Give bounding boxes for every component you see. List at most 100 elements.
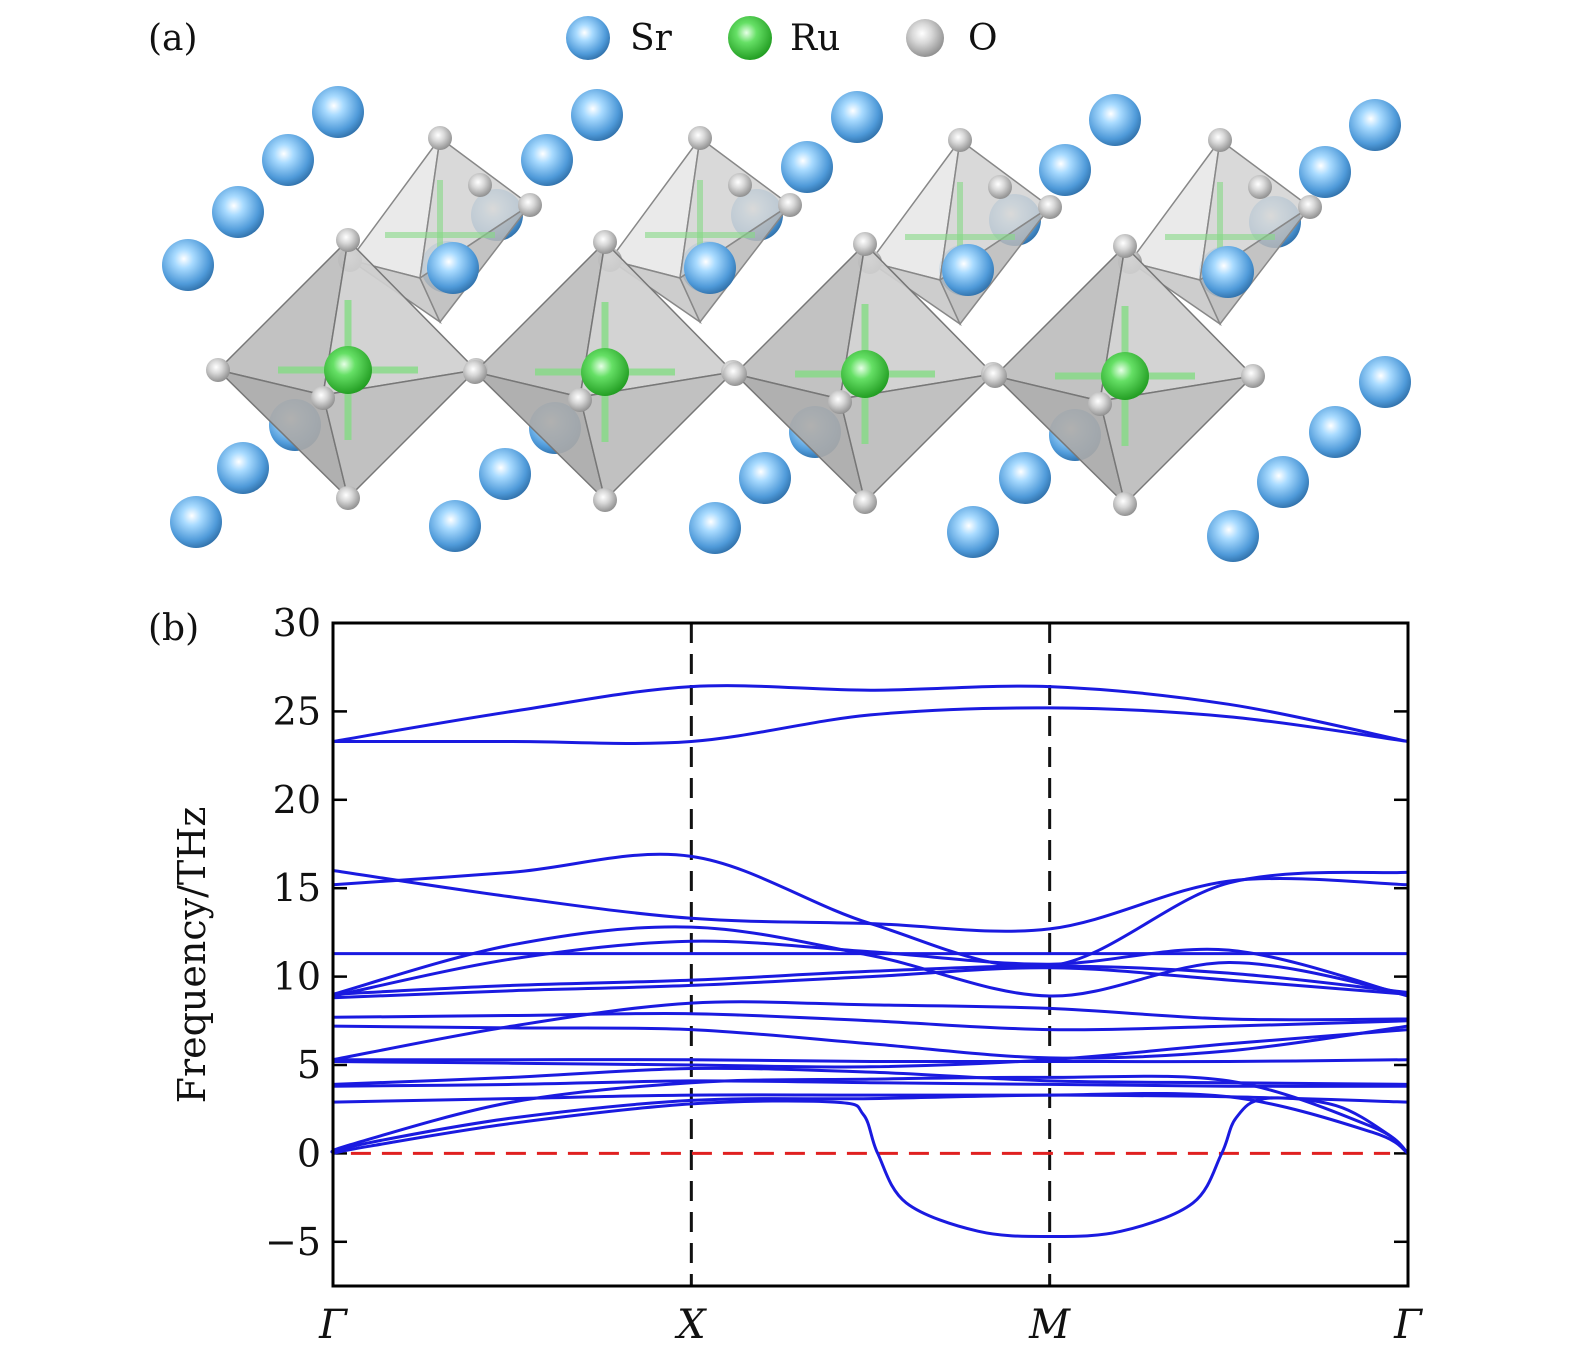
phonon-band [332, 1066, 1409, 1086]
o-atom [468, 173, 492, 197]
sr-atom [521, 134, 573, 186]
o-atom [828, 390, 852, 414]
y-tick-label: −5 [265, 1220, 321, 1264]
ru-atom [324, 346, 372, 394]
sr-atom [262, 134, 314, 186]
o-atom [518, 193, 542, 217]
sr-atom [312, 86, 364, 138]
plot-frame [331, 621, 1410, 1288]
octahedron-face [1099, 374, 1256, 506]
octahedron-face [322, 368, 479, 500]
phonon-band [332, 1011, 1409, 1032]
phonon-dispersion-chart: −5 0 5 10 15 20 25 30 Γ X M Γ Frequency/THz [170, 601, 1423, 1348]
ru-atom [581, 348, 629, 396]
y-tick-label: 5 [297, 1043, 321, 1087]
sr-atom [1349, 99, 1401, 151]
o-atom [593, 488, 617, 512]
sr-atom [831, 91, 883, 143]
y-tick-label: 25 [273, 689, 321, 733]
phonon-band [332, 684, 1409, 743]
phonon-bands [330, 684, 1410, 1239]
o-atom [983, 364, 1007, 388]
sr-atom [1207, 510, 1259, 562]
high-symmetry-lines [689, 623, 1052, 1286]
phonon-band [330, 1074, 1410, 1155]
o-atom [206, 358, 230, 382]
phonon-band [332, 1093, 1409, 1104]
x-tick-label: M [1028, 1302, 1071, 1348]
o-atom [723, 362, 747, 386]
o-atom [1298, 195, 1322, 219]
ru-legend-icon [728, 16, 772, 60]
sr-atom [1202, 246, 1254, 298]
y-axis-ticks: −5 0 5 10 15 20 25 30 [265, 601, 1408, 1264]
o-atom [336, 228, 360, 252]
o-atom [1241, 364, 1265, 388]
phonon-band [332, 925, 1409, 998]
phonon-band [332, 1079, 1409, 1088]
phonon-band [332, 1028, 1409, 1069]
o-atom [568, 388, 592, 412]
sr-atom [1299, 146, 1351, 198]
x-tick-label: Γ [1393, 1302, 1423, 1348]
o-atom [778, 193, 802, 217]
ru-atom [1101, 352, 1149, 400]
o-atom [1038, 195, 1062, 219]
sr-atom [781, 141, 833, 193]
y-tick-label: 15 [273, 866, 321, 910]
sr-atom [212, 186, 264, 238]
o-legend-icon [906, 19, 944, 57]
atom-legend: Sr Ru O [566, 16, 998, 60]
o-atom [1113, 492, 1137, 516]
o-atom [311, 386, 335, 410]
phonon-band [332, 869, 1409, 933]
phonon-band [333, 1058, 1409, 1064]
sr-atom [571, 89, 623, 141]
panel-b-label: (b) [148, 608, 199, 649]
sr-atom [217, 442, 269, 494]
phonon-band [332, 964, 1409, 996]
sr-atom [162, 239, 214, 291]
sr-atom [170, 496, 222, 548]
o-atom [728, 173, 752, 197]
o-atom [1113, 234, 1137, 258]
panel-a-label: (a) [148, 18, 198, 59]
phonon-band [332, 1000, 1409, 1062]
legend-sr: Sr [566, 16, 673, 60]
legend-o-label: O [968, 18, 998, 59]
legend-ru: Ru [728, 16, 840, 60]
legend-ru-label: Ru [790, 18, 840, 59]
o-atom [948, 128, 972, 152]
phonon-band [332, 1024, 1409, 1060]
o-atom [1248, 175, 1272, 199]
o-atom [428, 126, 452, 150]
o-atom [688, 126, 712, 150]
y-axis-label: Frequency/THz [170, 807, 214, 1104]
ru-atom [841, 350, 889, 398]
o-atom [1088, 392, 1112, 416]
phonon-band [332, 939, 1409, 998]
sr-atom [427, 242, 479, 294]
panel-a: (a) Sr Ru O [148, 16, 1411, 562]
phonon-band [332, 1091, 1409, 1155]
sr-atom [1309, 406, 1361, 458]
sr-atom [1359, 356, 1411, 408]
sr-atom [684, 242, 736, 294]
x-tick-label: Γ [318, 1302, 348, 1348]
legend-o: O [906, 18, 998, 59]
phonon-band [332, 1096, 1410, 1239]
o-atom [336, 486, 360, 510]
sr-legend-icon [566, 16, 610, 60]
sr-atom [1257, 456, 1309, 508]
crystal-structure-image [162, 86, 1411, 562]
sr-atom [947, 506, 999, 558]
o-atom [593, 230, 617, 254]
octahedron-face [579, 370, 736, 502]
sr-atom [1089, 94, 1141, 146]
sr-atom [999, 452, 1051, 504]
sr-atom [689, 502, 741, 554]
x-tick-label: X [674, 1302, 707, 1348]
y-tick-label: 10 [273, 955, 321, 999]
